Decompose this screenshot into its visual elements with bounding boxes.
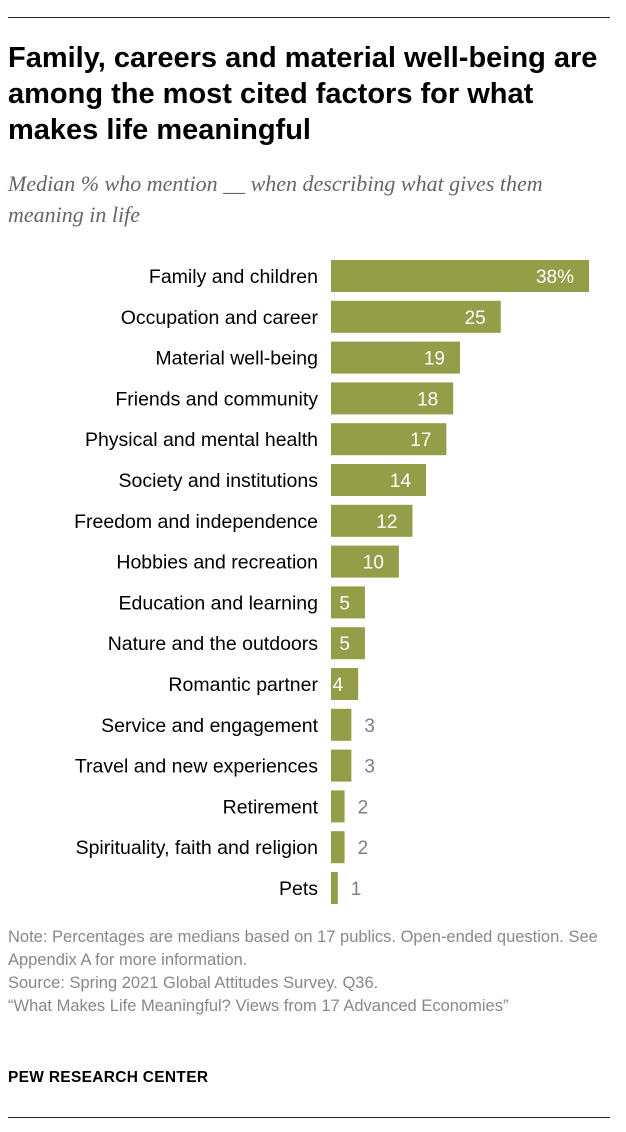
bar-chart: Family and children 38% Occupation and car… bbox=[74, 260, 589, 904]
value-label-retirement: 2 bbox=[358, 797, 369, 818]
note-text: Note: Percentages are medians based on 1… bbox=[8, 928, 598, 969]
bar-travel-and-new-experiences bbox=[331, 749, 352, 782]
value-label-service-and-engagement: 3 bbox=[364, 716, 375, 737]
bar-education-and-learning bbox=[331, 586, 365, 619]
value-label-material-well-being: 19 bbox=[424, 349, 445, 370]
notes: Note: Percentages are medians based on 1… bbox=[8, 926, 613, 1018]
bar-service-and-engagement bbox=[331, 708, 352, 741]
bar-material-well-being bbox=[331, 341, 460, 374]
category-label-nature-and-the-outdoors: Nature and the outdoors bbox=[108, 633, 319, 655]
category-label-travel-and-new-experiences: Travel and new experiences bbox=[75, 756, 318, 778]
bar-society-and-institutions bbox=[331, 464, 427, 496]
chart-subtitle: Median % who mention __ when describing … bbox=[8, 171, 543, 227]
bar-physical-and-mental-health bbox=[331, 423, 447, 456]
value-label-nature-and-the-outdoors: 5 bbox=[339, 634, 350, 655]
value-label-physical-and-mental-health: 17 bbox=[410, 430, 431, 451]
bar-nature-and-the-outdoors bbox=[331, 627, 365, 660]
category-label-spirituality-faith-and-religion: Spirituality, faith and religion bbox=[76, 837, 318, 859]
bar-family-and-children bbox=[331, 260, 589, 292]
category-label-freedom-and-independence: Freedom and independence bbox=[74, 511, 318, 533]
source-text: Source: Spring 2021 Global Attitudes Sur… bbox=[8, 974, 379, 992]
value-label-education-and-learning: 5 bbox=[339, 593, 350, 614]
value-label-freedom-and-independence: 12 bbox=[376, 512, 397, 533]
bar-freedom-and-independence bbox=[331, 504, 413, 537]
category-label-friends-and-community: Friends and community bbox=[115, 388, 318, 410]
bar-spirituality-faith-and-religion bbox=[331, 831, 345, 864]
category-label-physical-and-mental-health: Physical and mental health bbox=[85, 429, 318, 451]
bar-romantic-partner bbox=[331, 668, 359, 700]
bar-retirement bbox=[331, 790, 345, 823]
brand-logo-text: PEW RESEARCH CENTER bbox=[8, 1069, 209, 1086]
category-label-education-and-learning: Education and learning bbox=[119, 592, 319, 614]
top-rule bbox=[8, 17, 610, 18]
category-label-material-well-being: Material well-being bbox=[155, 348, 318, 370]
bar-occupation-and-career bbox=[331, 300, 501, 333]
value-label-family-and-children: 38% bbox=[536, 267, 574, 288]
chart-title: Family, careers and material well-being … bbox=[8, 42, 598, 146]
category-label-retirement: Retirement bbox=[223, 796, 319, 818]
value-label-friends-and-community: 18 bbox=[417, 389, 438, 410]
category-label-society-and-institutions: Society and institutions bbox=[119, 470, 319, 492]
value-label-pets: 1 bbox=[351, 879, 362, 900]
bar-pets bbox=[331, 872, 338, 904]
value-label-society-and-institutions: 14 bbox=[390, 471, 412, 492]
value-label-occupation-and-career: 25 bbox=[465, 308, 486, 329]
category-label-romantic-partner: Romantic partner bbox=[168, 674, 318, 696]
category-label-service-and-engagement: Service and engagement bbox=[101, 715, 318, 737]
report-title: “What Makes Life Meaningful? Views from … bbox=[8, 997, 509, 1015]
bar-friends-and-community bbox=[331, 382, 454, 415]
category-label-pets: Pets bbox=[279, 878, 318, 900]
category-label-family-and-children: Family and children bbox=[149, 266, 318, 288]
bar-hobbies-and-recreation bbox=[331, 545, 399, 578]
value-label-travel-and-new-experiences: 3 bbox=[364, 757, 375, 778]
category-label-occupation-and-career: Occupation and career bbox=[121, 307, 319, 329]
value-label-hobbies-and-recreation: 10 bbox=[363, 553, 384, 574]
value-label-spirituality-faith-and-religion: 2 bbox=[358, 838, 369, 859]
category-label-hobbies-and-recreation: Hobbies and recreation bbox=[116, 552, 318, 574]
bottom-rule bbox=[8, 1117, 610, 1118]
value-label-romantic-partner: 4 bbox=[333, 675, 344, 696]
